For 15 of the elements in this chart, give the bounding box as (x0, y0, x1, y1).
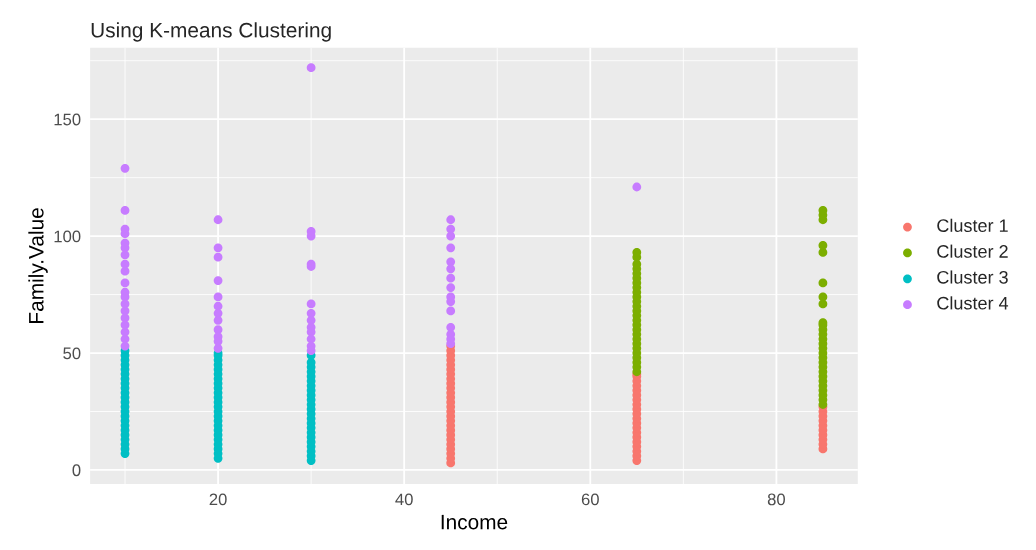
y-tick-label: 0 (72, 464, 81, 477)
x-tick-label: 40 (395, 493, 413, 506)
x-tick-label: 20 (209, 493, 227, 506)
y-axis-title: Family.Value (28, 208, 48, 323)
legend-label: Cluster 4 (937, 296, 1009, 310)
x-axis-title: Income (441, 514, 508, 530)
legend-label: Cluster 1 (937, 218, 1008, 232)
x-tick-label: 60 (581, 493, 599, 506)
y-tick-label: 50 (63, 347, 81, 360)
legend-label: Cluster 3 (937, 270, 1008, 284)
y-tick-label: 150 (54, 113, 81, 126)
legend-label: Cluster 2 (937, 244, 1008, 258)
y-tick-label: 100 (54, 230, 81, 243)
chart-title: Using K-means Clustering (91, 22, 331, 42)
x-tick-label: 80 (767, 493, 786, 506)
